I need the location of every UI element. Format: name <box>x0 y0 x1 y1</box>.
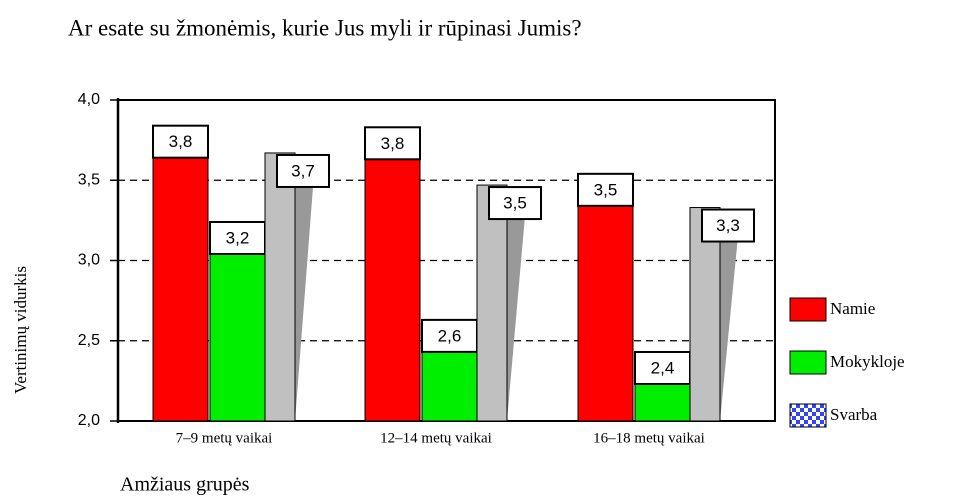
value-label-box <box>364 126 421 161</box>
bar <box>264 152 296 422</box>
y-tick-label: 4,0 <box>78 91 100 108</box>
chart-title: Ar esate su žmonėmis, kurie Jus myli ir … <box>68 15 582 40</box>
legend-label: Namie <box>830 299 875 318</box>
bar <box>476 184 508 422</box>
x-tick-label: 16–18 metų vaikai <box>593 430 705 446</box>
y-tick-label: 3,5 <box>78 171 100 188</box>
value-label: 3,5 <box>503 194 527 213</box>
legend-label: Mokykloje <box>830 352 905 371</box>
x-tick-label: 12–14 metų vaikai <box>380 430 492 446</box>
value-label-box <box>488 186 542 221</box>
value-label: 3,8 <box>381 134 405 153</box>
legend-swatch <box>789 350 827 375</box>
legend-swatch <box>789 297 827 322</box>
legend-label: Svarba <box>830 405 878 424</box>
value-label-box <box>577 172 634 207</box>
value-label-box <box>634 350 691 385</box>
value-label: 3,2 <box>226 228 250 247</box>
x-tick-label: 7–9 metų vaikai <box>176 430 273 446</box>
bar <box>689 207 721 422</box>
value-label-box <box>152 124 209 159</box>
value-label: 3,7 <box>291 161 315 180</box>
y-tick-label: 2,5 <box>78 332 100 349</box>
y-axis-label: Vertinimų vidurkis <box>11 266 30 394</box>
value-label-box <box>701 208 755 243</box>
value-label-box <box>209 220 266 255</box>
x-axis-label: Amžiaus grupės <box>120 474 250 496</box>
value-label: 3,8 <box>169 132 193 151</box>
bar <box>577 173 634 422</box>
y-tick-label: 2,0 <box>78 412 100 429</box>
bar-shadow <box>720 215 740 421</box>
bar <box>152 125 209 422</box>
bar-shadow <box>507 193 527 421</box>
y-tick-label: 3,0 <box>78 252 100 269</box>
value-label: 3,5 <box>594 180 618 199</box>
value-label-box <box>276 153 330 188</box>
bar <box>209 221 266 422</box>
bar <box>364 126 421 422</box>
legend-swatch <box>789 403 827 428</box>
value-label: 3,3 <box>716 216 740 235</box>
value-label: 2,6 <box>438 326 462 345</box>
value-label: 2,4 <box>651 358 675 377</box>
bar-shadow <box>295 160 315 421</box>
